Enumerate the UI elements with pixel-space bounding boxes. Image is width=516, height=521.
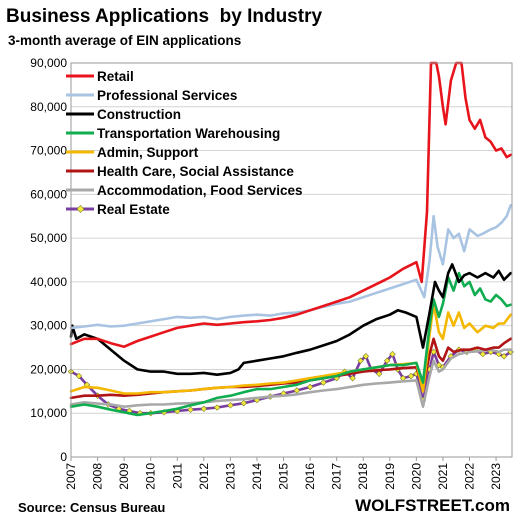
series-line (69, 61, 512, 348)
y-tick-label: 40,000 (30, 275, 67, 289)
y-tick-label: 20,000 (30, 362, 67, 376)
series-marker (293, 387, 300, 394)
series-marker (500, 353, 508, 360)
series-marker (399, 375, 407, 382)
y-tick-label: 50,000 (30, 231, 67, 245)
series-marker (213, 404, 221, 411)
y-tick-labels: 0 10,000 20,000 30,000 40,000 50,000 60,000 70,… (30, 56, 67, 464)
source-note: Source: Census Bureau (18, 500, 166, 515)
x-tick-labels: 2007 2008 2009 2010 2011 2012 2013 2014 2015 2016… (64, 457, 503, 490)
x-tick-label: 2022 (462, 463, 476, 490)
series-marker (187, 406, 194, 413)
y-tick-label: 30,000 (30, 319, 67, 333)
series-marker (407, 372, 415, 380)
series-marker (362, 353, 370, 360)
series-lines (67, 61, 514, 417)
site-watermark: WOLFSTREET.com (355, 496, 510, 515)
legend-label: Retail (97, 69, 134, 84)
y-tick-label: 80,000 (30, 100, 67, 114)
x-tick-label: 2017 (330, 463, 344, 490)
legend-label: Construction (97, 107, 181, 122)
x-tick-label: 2011 (170, 463, 184, 489)
x-tick-label: 2009 (117, 463, 131, 490)
y-tick-label: 60,000 (30, 187, 67, 201)
series-line (69, 271, 512, 417)
x-tick-label: 2010 (144, 463, 158, 490)
series-marker (306, 383, 314, 391)
x-tick-label: 2021 (436, 463, 450, 490)
series-line (69, 204, 512, 330)
series-marker (430, 348, 437, 356)
chart-subtitle: 3-month average of EIN applications (8, 33, 242, 48)
series-marker (349, 375, 356, 382)
legend: Retail Professional Services Construction T… (66, 69, 303, 217)
x-tick-label: 2007 (64, 463, 78, 490)
series-marker (479, 350, 486, 358)
series-marker (357, 357, 364, 364)
legend-label: Real Estate (97, 202, 170, 217)
y-tick-label: 10,000 (30, 406, 67, 420)
series-line (69, 263, 512, 376)
x-tick-label: 2020 (409, 463, 423, 490)
series-marker (75, 372, 83, 380)
x-tick-label: 2019 (383, 463, 397, 490)
series-marker (240, 399, 247, 407)
plot-frame (70, 62, 513, 458)
x-tick-label: 2018 (356, 463, 370, 490)
x-tick-label: 2015 (277, 463, 291, 490)
x-tick-label: 2016 (303, 463, 317, 490)
y-tick-label: 70,000 (30, 144, 67, 158)
legend-marker (76, 205, 85, 213)
series-marker (375, 370, 383, 378)
chart-title: Business Applications by Industry (6, 6, 323, 27)
legend-label: Accommodation, Food Services (97, 183, 303, 198)
legend-label: Admin, Support (97, 145, 199, 160)
y-tick-label: 0 (60, 450, 67, 464)
x-tick-label: 2012 (197, 463, 211, 490)
x-tick-label: 2014 (250, 463, 264, 490)
series-marker (320, 379, 327, 386)
series-marker (200, 405, 208, 413)
x-tick-label: 2008 (91, 463, 105, 490)
legend-label: Professional Services (97, 88, 237, 103)
y-tick-label: 90,000 (30, 56, 67, 70)
legend-label: Health Care, Social Assistance (97, 164, 294, 179)
x-tick-label: 2023 (489, 463, 503, 490)
series-marker (227, 402, 234, 409)
series-marker (383, 357, 391, 364)
x-tick-label: 2013 (223, 463, 237, 490)
legend-label: Transportation Warehousing (97, 126, 280, 141)
series-marker (389, 350, 396, 358)
series-line (69, 348, 512, 408)
